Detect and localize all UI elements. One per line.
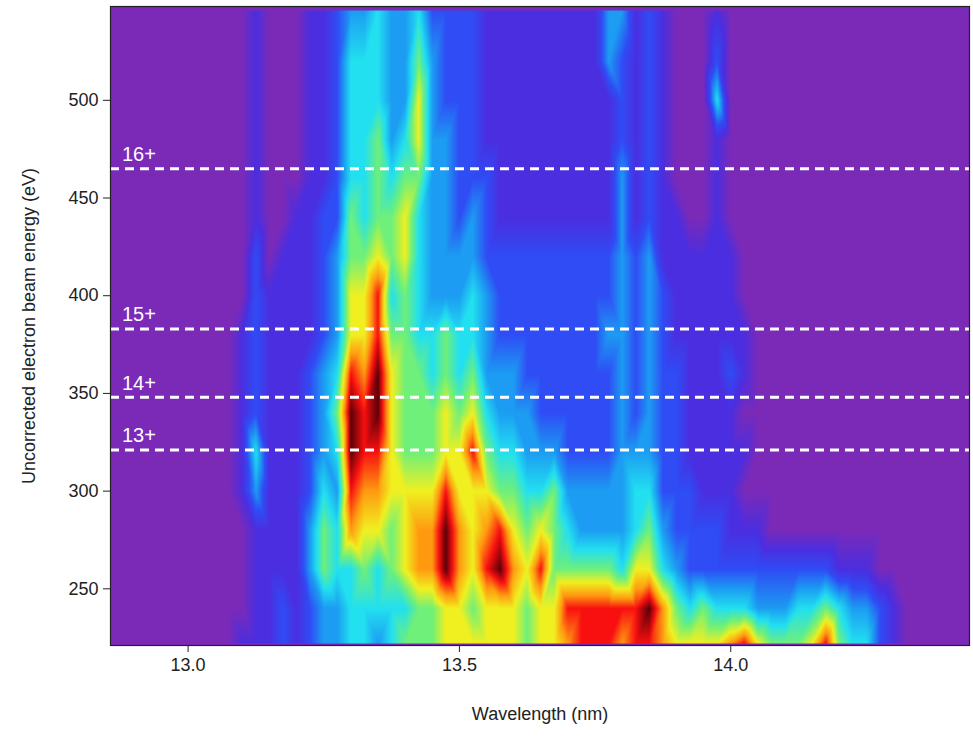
svg-text:350: 350 xyxy=(68,383,98,403)
svg-text:13.5: 13.5 xyxy=(442,655,477,675)
svg-text:Uncorrected electron beam ener: Uncorrected electron beam energy (eV) xyxy=(19,168,39,484)
svg-text:14.0: 14.0 xyxy=(713,655,748,675)
svg-text:16+: 16+ xyxy=(122,143,156,165)
svg-text:250: 250 xyxy=(68,579,98,599)
svg-text:300: 300 xyxy=(68,481,98,501)
svg-text:Wavelength (nm): Wavelength (nm) xyxy=(472,704,608,724)
svg-text:450: 450 xyxy=(68,188,98,208)
svg-text:400: 400 xyxy=(68,285,98,305)
svg-text:500: 500 xyxy=(68,90,98,110)
svg-text:13.0: 13.0 xyxy=(171,655,206,675)
svg-text:13+: 13+ xyxy=(122,424,156,446)
svg-text:15+: 15+ xyxy=(122,303,156,325)
svg-text:14+: 14+ xyxy=(122,372,156,394)
